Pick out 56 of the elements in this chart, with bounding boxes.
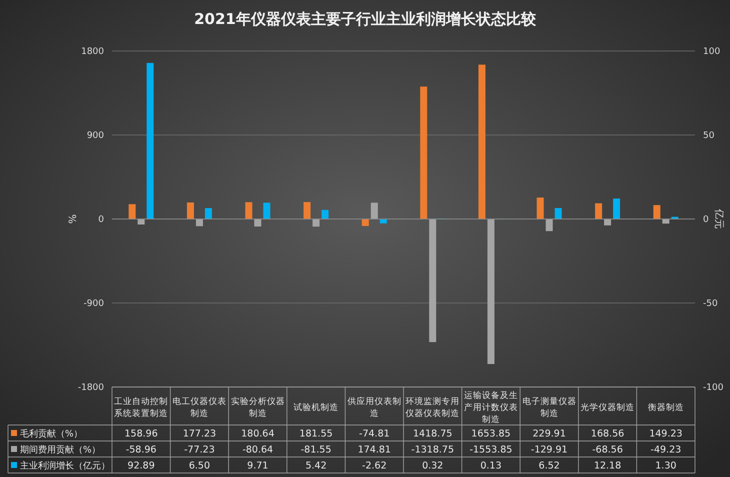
x-tick-label: 试验机制造 xyxy=(294,402,339,413)
y-tick-label: 0 xyxy=(98,215,104,225)
legend-label: 主业利润增长（亿元） xyxy=(20,460,110,472)
y2-tick-label: 100 xyxy=(703,47,720,57)
data-label: 9.71 xyxy=(247,460,268,472)
x-tick-label: 工业自动控制系统装置制造 xyxy=(114,396,168,419)
data-label: 0.13 xyxy=(480,460,502,472)
data-label: -80.64 xyxy=(242,444,274,456)
data-label: -1318.75 xyxy=(411,444,454,456)
data-label: 168.56 xyxy=(590,428,624,440)
x-tick-label: 电工仪器仪表制造 xyxy=(172,396,226,419)
x-tick-label: 电子测量仪器制造 xyxy=(522,396,576,419)
x-tick-label: 实验分析仪器制造 xyxy=(230,396,285,419)
y2-tick-label: 50 xyxy=(703,131,715,141)
x-tick-label: 运输设备及生产用计数仪表制造 xyxy=(464,390,518,425)
data-label: -77.23 xyxy=(184,444,215,456)
x-tick-label: 光学仪器制造 xyxy=(580,402,635,413)
y2-axis-title: 亿元 xyxy=(713,208,724,229)
data-label: -58.96 xyxy=(126,444,156,456)
data-label: 1.30 xyxy=(655,460,676,472)
data-label: 92.89 xyxy=(128,460,155,472)
y-tick-label: -900 xyxy=(84,299,104,309)
data-label: 6.52 xyxy=(538,460,560,472)
data-label: 5.42 xyxy=(305,460,327,472)
data-label: 0.32 xyxy=(422,460,444,472)
y2-tick-label: 0 xyxy=(703,215,709,225)
y-tick-label: 1800 xyxy=(81,47,104,57)
data-label: 1653.85 xyxy=(471,428,511,440)
legend-label: 期间费用贡献（%） xyxy=(20,444,101,456)
data-label: -74.81 xyxy=(359,428,390,440)
data-label: 177.23 xyxy=(182,428,216,440)
data-label: -81.55 xyxy=(300,444,332,456)
data-label: -1553.85 xyxy=(470,444,512,456)
legend-label: 毛利贡献（%） xyxy=(20,428,83,440)
data-label: 229.91 xyxy=(532,428,566,440)
data-label: -49.23 xyxy=(650,444,682,456)
data-label: 174.81 xyxy=(358,444,391,456)
data-label: 12.18 xyxy=(594,460,622,472)
y2-tick-label: -100 xyxy=(703,383,724,393)
data-label: -2.62 xyxy=(362,460,387,472)
x-tick-label: 环境监测专用仪器仪表制造 xyxy=(406,396,460,419)
x-tick-label: 供应用仪表制造 xyxy=(347,396,402,419)
y-axis-title: % xyxy=(68,214,79,224)
data-label: 180.64 xyxy=(241,428,274,440)
chart-title: 2021年仪器仪表主要子行业主业利润增长状态比较 xyxy=(194,10,537,28)
data-label: 158.96 xyxy=(124,428,158,440)
data-label: 6.50 xyxy=(188,460,210,472)
data-label: 1418.75 xyxy=(413,428,452,440)
data-label: 149.23 xyxy=(649,428,682,440)
y2-tick-label: -50 xyxy=(703,299,718,309)
x-tick-label: 衡器制造 xyxy=(648,402,684,413)
data-label: -68.56 xyxy=(592,444,623,456)
y-tick-label: -1800 xyxy=(78,383,104,393)
data-label: -129.91 xyxy=(530,444,568,456)
y-tick-label: 900 xyxy=(86,131,104,141)
data-label: 181.55 xyxy=(299,428,333,440)
